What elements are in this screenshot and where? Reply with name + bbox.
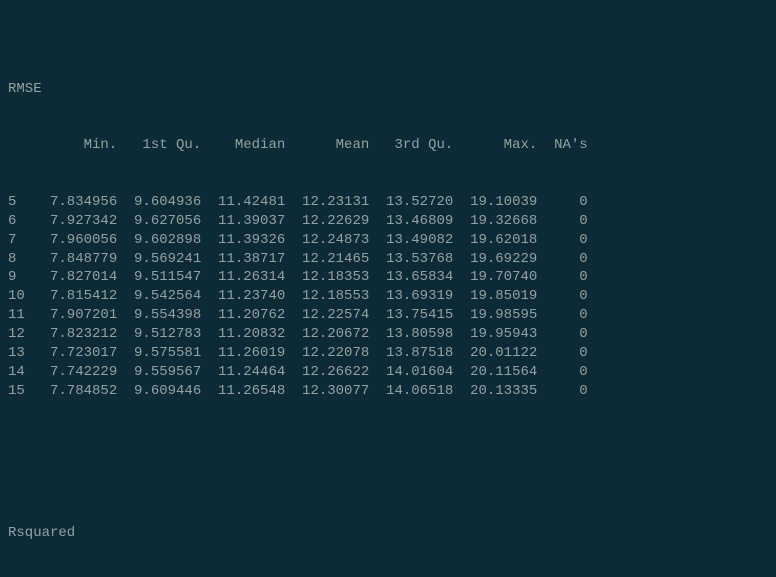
rmse-body: 5 7.834956 9.604936 11.42481 12.23131 13… bbox=[8, 193, 768, 401]
rmse-row: 6 7.927342 9.627056 11.39037 12.22629 13… bbox=[8, 212, 768, 231]
rmse-row: 10 7.815412 9.542564 11.23740 12.18553 1… bbox=[8, 287, 768, 306]
rmse-row: 13 7.723017 9.575581 11.26019 12.22078 1… bbox=[8, 344, 768, 363]
rmse-row: 15 7.784852 9.609446 11.26548 12.30077 1… bbox=[8, 382, 768, 401]
rsquared-title: Rsquared bbox=[8, 524, 768, 543]
rmse-row: 8 7.848779 9.569241 11.38717 12.21465 13… bbox=[8, 250, 768, 269]
rmse-row: 5 7.834956 9.604936 11.42481 12.23131 13… bbox=[8, 193, 768, 212]
rsquared-section: Rsquared Min. 1st Qu. Median Mean 3rd Qu… bbox=[8, 486, 768, 577]
rmse-row: 7 7.960056 9.602898 11.39326 12.24873 13… bbox=[8, 231, 768, 250]
rmse-row: 14 7.742229 9.559567 11.24464 12.26622 1… bbox=[8, 363, 768, 382]
rmse-title: RMSE bbox=[8, 80, 768, 99]
rmse-row: 11 7.907201 9.554398 11.20762 12.22574 1… bbox=[8, 306, 768, 325]
rmse-row: 12 7.823212 9.512783 11.20832 12.20672 1… bbox=[8, 325, 768, 344]
rmse-header-row: Min. 1st Qu. Median Mean 3rd Qu. Max. NA… bbox=[8, 136, 768, 155]
terminal-output: RMSE Min. 1st Qu. Median Mean 3rd Qu. Ma… bbox=[0, 0, 776, 577]
rmse-section: RMSE Min. 1st Qu. Median Mean 3rd Qu. Ma… bbox=[8, 42, 768, 439]
rmse-row: 9 7.827014 9.511547 11.26314 12.18353 13… bbox=[8, 268, 768, 287]
